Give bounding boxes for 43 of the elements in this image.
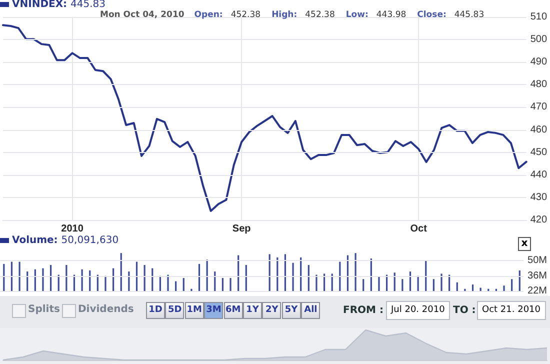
text: Splits bbox=[28, 304, 60, 315]
text: x bbox=[518, 237, 531, 251]
y-tick-label: 440 bbox=[530, 169, 548, 180]
annotation: 443.98 bbox=[376, 10, 406, 20]
annotation: Low: bbox=[346, 10, 368, 20]
annotation: Open: bbox=[194, 10, 223, 20]
text: 5Y bbox=[282, 302, 301, 319]
text: Jul 20. 2010 bbox=[386, 301, 450, 320]
y-tick-label: 510 bbox=[530, 12, 548, 22]
annotation: Close: bbox=[417, 10, 446, 20]
y-tick-label: 430 bbox=[530, 192, 548, 203]
text: 1D bbox=[146, 302, 165, 319]
text: 5D bbox=[165, 302, 184, 319]
text: TO : bbox=[453, 305, 476, 316]
y-tick-label: 450 bbox=[530, 146, 548, 158]
text: Oct 21. 2010 bbox=[477, 301, 546, 320]
text: 2Y bbox=[262, 302, 282, 319]
line-series bbox=[2, 24, 528, 212]
y-tick-label: 470 bbox=[530, 102, 548, 113]
text: 1Y bbox=[243, 302, 262, 319]
y-tick-label: 420 bbox=[530, 214, 548, 226]
annotation: 452.38 bbox=[230, 10, 261, 20]
x-tick-label: Oct bbox=[410, 224, 428, 234]
chart-title: Volume: 50,091,630 bbox=[12, 235, 119, 246]
y-tick-label: 36M bbox=[528, 270, 547, 282]
annotation: 445.83 bbox=[454, 10, 484, 20]
annotation: Mon Oct 04, 2010 bbox=[100, 10, 184, 20]
text: 1M bbox=[184, 302, 204, 319]
y-tick-label: 490 bbox=[530, 56, 548, 68]
x-tick-label: 2010 bbox=[61, 224, 84, 234]
x-tick-label: Sep bbox=[232, 224, 251, 234]
annotation: 452.38 bbox=[305, 10, 335, 20]
text: 6M bbox=[224, 302, 243, 319]
text: 3M bbox=[204, 302, 224, 319]
y-tick-label: 460 bbox=[530, 124, 548, 136]
y-tick-label: 500 bbox=[530, 34, 548, 46]
text: FROM : bbox=[343, 305, 384, 316]
text: Dividends bbox=[78, 304, 134, 315]
text: All bbox=[301, 302, 320, 319]
y-tick-label: 480 bbox=[530, 79, 548, 90]
annotation: High: bbox=[272, 10, 298, 20]
y-tick-label: 22M bbox=[528, 286, 547, 296]
y-tick-label: 50M bbox=[528, 255, 547, 266]
